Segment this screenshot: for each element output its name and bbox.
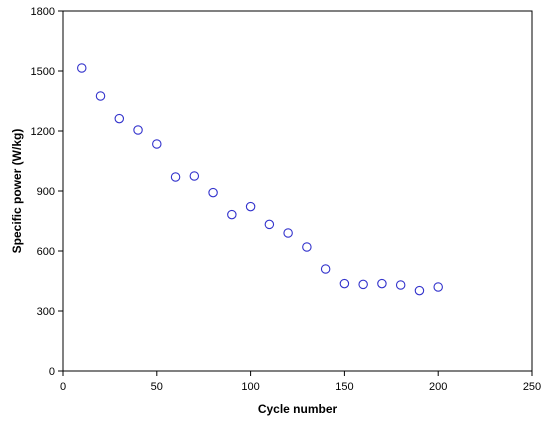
x-tick-label: 250 [523, 381, 541, 393]
y-tick-label: 600 [37, 246, 55, 258]
data-point [358, 279, 368, 290]
x-axis-title: Cycle number [258, 402, 338, 416]
data-point [377, 278, 387, 289]
data-point [283, 228, 293, 238]
data-point [95, 91, 106, 101]
x-tick-label: 200 [429, 381, 447, 393]
y-tick-label: 1500 [31, 66, 55, 78]
data-point [152, 139, 162, 149]
data-points [77, 63, 443, 296]
data-point [302, 242, 312, 252]
y-tick-label: 1200 [31, 126, 55, 138]
y-axis-title: Specific power (W/kg) [10, 129, 24, 254]
x-axis-ticks: 0 50 100 150 200 250 [60, 371, 541, 393]
x-tick-label: 150 [335, 381, 353, 393]
data-point [208, 187, 218, 198]
data-point [264, 219, 275, 230]
data-point [245, 201, 256, 212]
data-point [77, 63, 87, 73]
y-tick-label: 0 [49, 366, 55, 378]
data-point [114, 113, 125, 124]
y-tick-label: 900 [37, 186, 55, 198]
data-point [320, 264, 331, 274]
data-point [339, 278, 350, 289]
x-tick-label: 50 [151, 381, 163, 393]
data-point [395, 280, 406, 290]
y-axis-ticks: 0 300 600 900 1200 1500 1800 [31, 6, 63, 378]
x-tick-label: 0 [60, 381, 66, 393]
y-tick-label: 300 [37, 306, 55, 318]
data-point [133, 125, 143, 135]
data-point [433, 282, 443, 292]
data-point [227, 209, 237, 220]
x-tick-label: 100 [241, 381, 259, 393]
data-point [189, 171, 200, 181]
y-tick-label: 1800 [31, 6, 55, 18]
data-point [414, 285, 425, 296]
data-point [170, 172, 181, 182]
